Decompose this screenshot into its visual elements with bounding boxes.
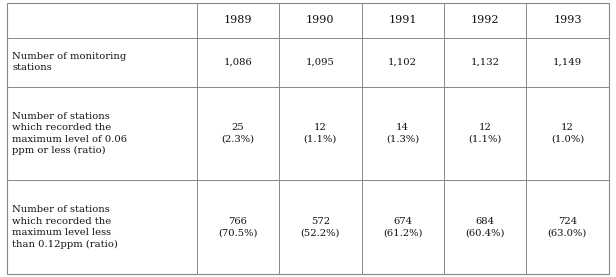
Text: 572
(52.2%): 572 (52.2%) bbox=[301, 217, 340, 237]
Text: Number of stations
which recorded the
maximum level of 0.06
ppm or less (ratio): Number of stations which recorded the ma… bbox=[12, 112, 128, 155]
Text: 1,132: 1,132 bbox=[471, 58, 500, 66]
Text: 766
(70.5%): 766 (70.5%) bbox=[218, 217, 257, 237]
Text: 1,102: 1,102 bbox=[388, 58, 417, 66]
Text: 1993: 1993 bbox=[553, 16, 582, 25]
Text: 25
(2.3%): 25 (2.3%) bbox=[221, 123, 254, 144]
Text: 14
(1.3%): 14 (1.3%) bbox=[386, 123, 419, 144]
Text: Number of monitoring
stations: Number of monitoring stations bbox=[12, 52, 126, 72]
Text: 1,095: 1,095 bbox=[306, 58, 334, 66]
Text: 12
(1.1%): 12 (1.1%) bbox=[468, 123, 502, 144]
Text: 12
(1.0%): 12 (1.0%) bbox=[551, 123, 584, 144]
Text: 1992: 1992 bbox=[471, 16, 500, 25]
Text: 684
(60.4%): 684 (60.4%) bbox=[465, 217, 505, 237]
Text: 1990: 1990 bbox=[306, 16, 334, 25]
Text: 1,086: 1,086 bbox=[224, 58, 253, 66]
Text: Number of stations
which recorded the
maximum level less
than 0.12ppm (ratio): Number of stations which recorded the ma… bbox=[12, 205, 118, 249]
Text: 1991: 1991 bbox=[389, 16, 417, 25]
Text: 1,149: 1,149 bbox=[553, 58, 582, 66]
Text: 724
(63.0%): 724 (63.0%) bbox=[548, 217, 587, 237]
Text: 12
(1.1%): 12 (1.1%) bbox=[304, 123, 337, 144]
Text: 1989: 1989 bbox=[224, 16, 252, 25]
Text: 674
(61.2%): 674 (61.2%) bbox=[383, 217, 423, 237]
